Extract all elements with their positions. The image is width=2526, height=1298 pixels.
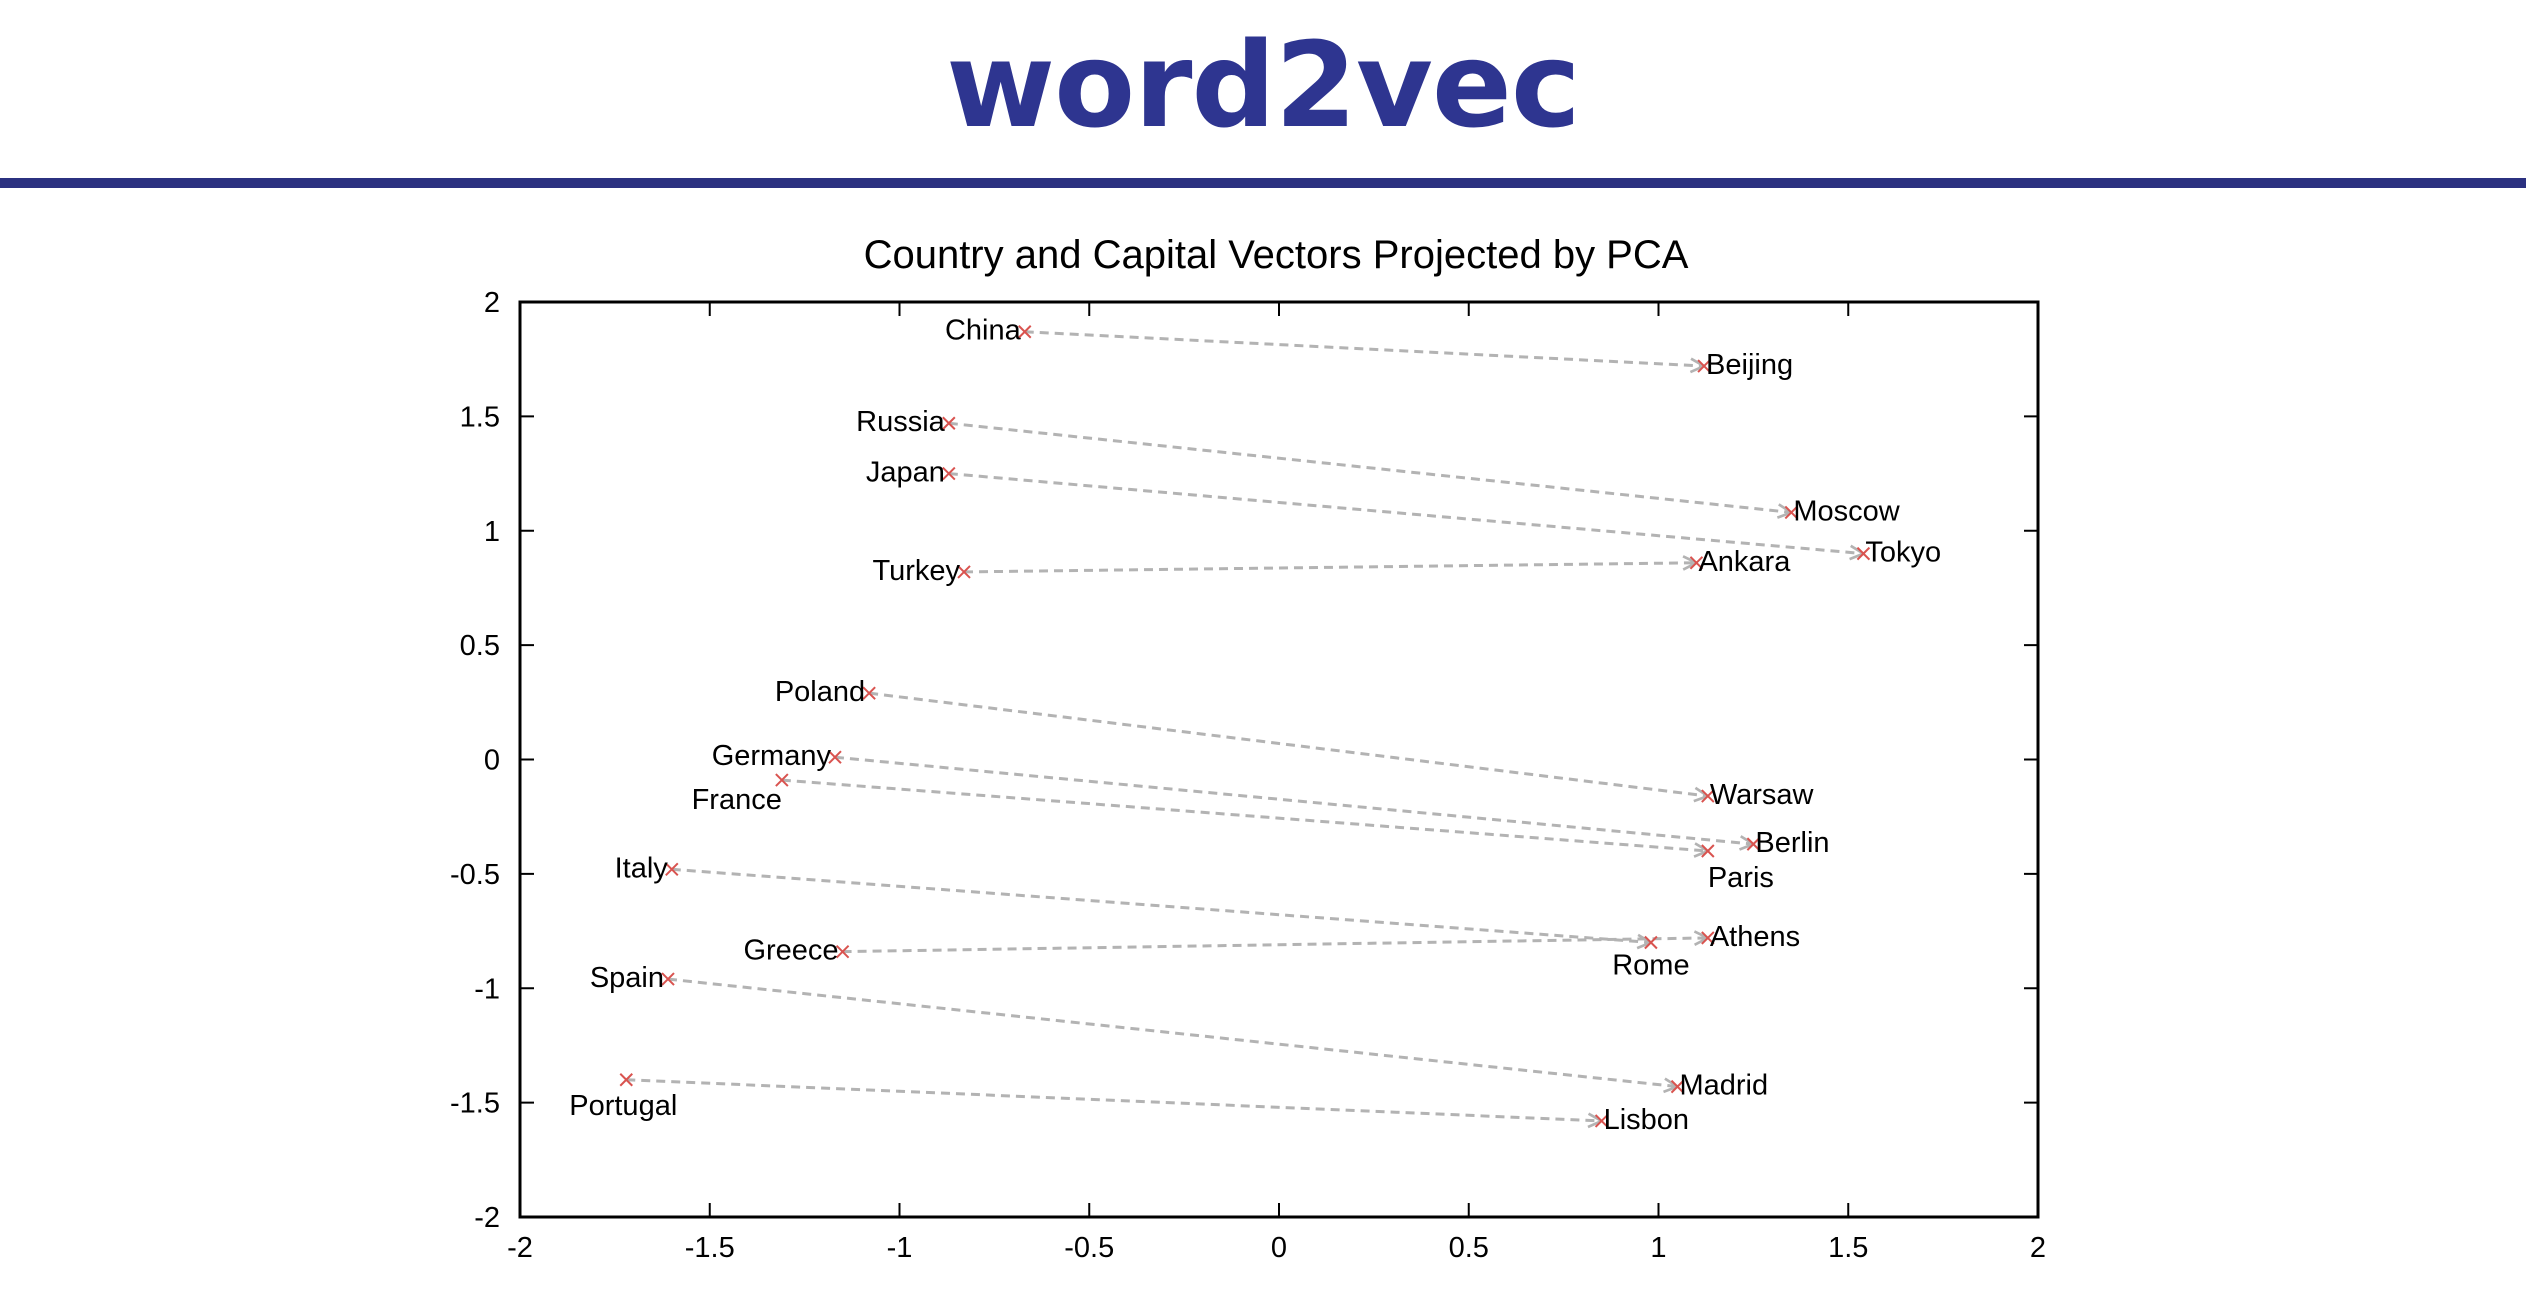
x-tick-label: -1.5 — [685, 1232, 735, 1264]
x-tick-label: 0 — [1271, 1232, 1287, 1264]
label-germany: Germany — [712, 740, 832, 772]
marker-japan — [942, 466, 956, 481]
x-tick-label: 1 — [1650, 1232, 1666, 1264]
axis-ticks: -2 -1.5 -1 -0.5 0 0.5 1 1.5 2 2 1.5 1 0.5 0 -0.5 -1 -1.5… — [450, 287, 2046, 1264]
marker-russia — [942, 416, 956, 430]
label-turkey: Turkey — [872, 555, 960, 587]
label-portugal: Portugal — [569, 1090, 677, 1122]
marker-berlin — [1746, 837, 1761, 851]
x-tick-label: -0.5 — [1064, 1232, 1114, 1264]
marker-china — [1018, 325, 1032, 339]
marker-turkey — [957, 565, 971, 579]
label-athens: Athens — [1710, 921, 1800, 953]
marker-warsaw — [1701, 789, 1715, 803]
y-tick-label: -2 — [474, 1202, 500, 1234]
markers-layer — [619, 325, 1871, 1128]
x-tick-label: -2 — [507, 1232, 533, 1264]
y-tick-label: -1.5 — [450, 1088, 500, 1120]
x-tick-label: -1 — [887, 1232, 913, 1264]
label-tokyo: Tokyo — [1865, 537, 1941, 569]
label-moscow: Moscow — [1793, 495, 1900, 527]
marker-madrid — [1670, 1079, 1685, 1094]
label-berlin: Berlin — [1755, 827, 1829, 859]
x-tick-label: 2 — [2030, 1232, 2046, 1264]
y-tick-label: 0 — [484, 745, 500, 777]
marker-germany — [828, 750, 842, 764]
arrow-china — [1024, 330, 1704, 366]
marker-athens — [1701, 931, 1715, 945]
x-tick-label: 1.5 — [1828, 1232, 1868, 1264]
marker-moscow — [1784, 505, 1799, 520]
y-tick-label: 1.5 — [460, 401, 500, 433]
marker-paris — [1701, 844, 1715, 858]
y-tick-label: 0.5 — [460, 630, 500, 662]
marker-spain — [661, 972, 675, 986]
x-tick-label: 0.5 — [1449, 1232, 1489, 1264]
slide-title: word2vec — [946, 16, 1581, 154]
arrow-russia — [948, 421, 1791, 512]
y-tick-label: -0.5 — [450, 859, 500, 891]
title-rule — [0, 178, 2526, 188]
arrows-layer — [626, 330, 1864, 1121]
y-tick-label: -1 — [474, 973, 500, 1005]
label-france: France — [692, 784, 782, 816]
label-madrid: Madrid — [1679, 1070, 1768, 1102]
arrow-greece — [842, 938, 1708, 954]
marker-rome — [1644, 935, 1658, 950]
marker-poland — [862, 686, 876, 700]
label-italy: Italy — [615, 852, 669, 884]
marker-france — [775, 773, 789, 787]
label-japan: Japan — [866, 457, 945, 489]
label-poland: Poland — [775, 676, 865, 708]
label-warsaw: Warsaw — [1710, 779, 1815, 811]
labels-layer: China Beijing Russia Moscow Japan Tokyo Turkey… — [569, 315, 1941, 1136]
label-lisbon: Lisbon — [1604, 1104, 1689, 1136]
chart-title: Country and Capital Vectors Projected by… — [864, 233, 1689, 277]
arrow-spain — [667, 977, 1677, 1087]
y-tick-label: 1 — [484, 516, 500, 548]
marker-lisbon — [1594, 1114, 1609, 1128]
marker-ankara — [1689, 556, 1704, 570]
arrow-poland — [868, 691, 1708, 796]
arrow-france — [781, 778, 1708, 851]
label-greece: Greece — [743, 935, 838, 967]
arrow-japan — [948, 472, 1864, 554]
label-ankara: Ankara — [1698, 546, 1791, 578]
label-china: China — [945, 315, 1022, 347]
label-beijing: Beijing — [1706, 349, 1793, 381]
marker-italy — [665, 862, 679, 877]
arrow-germany — [834, 755, 1753, 844]
arrow-turkey — [963, 563, 1696, 574]
label-spain: Spain — [590, 962, 664, 994]
arrow-italy — [671, 867, 1651, 942]
marker-tokyo — [1856, 546, 1871, 561]
marker-portugal — [619, 1073, 633, 1087]
arrow-portugal — [626, 1078, 1601, 1121]
label-paris: Paris — [1708, 862, 1774, 894]
marker-greece — [835, 944, 850, 959]
label-rome: Rome — [1612, 950, 1689, 982]
y-tick-label: 2 — [484, 287, 500, 319]
marker-beijing — [1697, 359, 1711, 373]
label-russia: Russia — [856, 406, 946, 438]
